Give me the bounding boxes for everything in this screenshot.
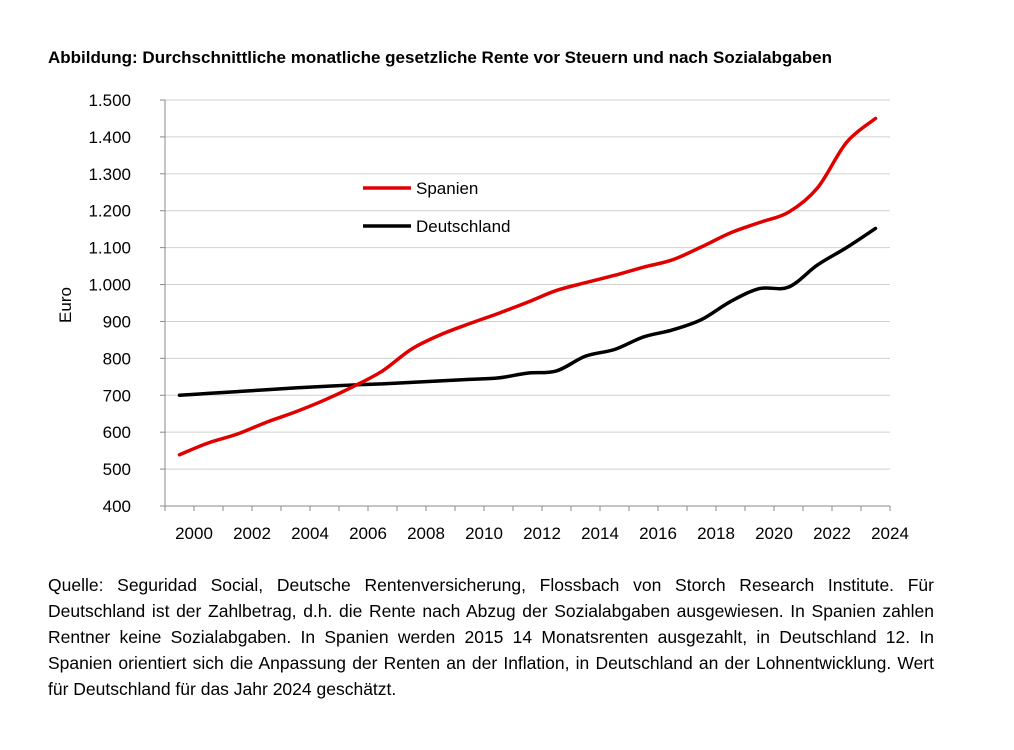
legend-label-spanien: Spanien (416, 179, 478, 198)
data-point-spanien (526, 300, 530, 304)
data-point-deutschland (526, 371, 530, 375)
x-tick-label: 2020 (755, 524, 793, 543)
x-tick-label: 2002 (233, 524, 271, 543)
data-point-deutschland (613, 348, 617, 352)
data-point-deutschland (410, 380, 414, 384)
data-point-spanien (352, 384, 356, 388)
data-point-deutschland (207, 391, 211, 395)
line-chart: 400 500 600 700 800 900 1.000 1.100 1.200 1.300 1.… (56, 91, 909, 543)
gridlines (165, 99, 890, 470)
data-point-spanien (816, 186, 820, 190)
data-point-spanien (613, 273, 617, 277)
y-tick-label: 1.100 (88, 239, 131, 258)
y-tick-label: 800 (103, 349, 131, 368)
data-point-spanien (178, 453, 182, 457)
data-point-deutschland (178, 393, 182, 397)
data-point-spanien (323, 398, 327, 402)
x-tick-label: 2004 (291, 524, 329, 543)
data-point-spanien (207, 441, 211, 445)
data-point-deutschland (439, 379, 443, 383)
data-point-spanien (555, 288, 559, 292)
data-point-deutschland (555, 369, 559, 373)
y-tick-label: 1.500 (88, 91, 131, 110)
data-point-deutschland (787, 285, 791, 289)
data-point-spanien (729, 231, 733, 235)
data-point-spanien (845, 140, 849, 144)
data-point-deutschland (671, 328, 675, 332)
y-tick-label: 900 (103, 312, 131, 331)
data-point-spanien (787, 210, 791, 214)
data-point-deutschland (642, 335, 646, 339)
data-point-deutschland (468, 377, 472, 381)
x-tick-label: 2010 (465, 524, 503, 543)
x-tick-label: 2014 (581, 524, 619, 543)
data-point-deutschland (236, 390, 240, 394)
data-point-deutschland (700, 318, 704, 322)
x-tick-label: 2016 (639, 524, 677, 543)
figure-title: Abbildung: Durchschnittliche monatliche … (48, 48, 833, 67)
data-point-deutschland (729, 300, 733, 304)
data-point-spanien (294, 410, 298, 414)
legend-label-deutschland: Deutschland (416, 217, 511, 236)
data-point-deutschland (265, 388, 269, 392)
data-point-deutschland (816, 263, 820, 267)
data-point-deutschland (323, 384, 327, 388)
y-tick-label: 700 (103, 386, 131, 405)
series (177, 116, 878, 457)
source-note: Quelle: Seguridad Social, Deutsche Rente… (48, 575, 934, 699)
y-tick-label: 1.000 (88, 276, 131, 295)
y-tick-label: 400 (103, 497, 131, 516)
x-tick-label: 2012 (523, 524, 561, 543)
data-point-spanien (642, 265, 646, 269)
data-point-spanien (497, 311, 501, 315)
data-point-spanien (381, 369, 385, 373)
x-tick-label: 2022 (813, 524, 851, 543)
data-point-deutschland (497, 376, 501, 380)
axes: 400 500 600 700 800 900 1.000 1.100 1.200 1.300 1.… (88, 91, 908, 543)
data-point-deutschland (584, 354, 588, 358)
legend: Spanien Deutschland (363, 179, 511, 236)
data-point-spanien (584, 281, 588, 285)
x-tick-label: 2018 (697, 524, 735, 543)
series-line-deutschland (177, 226, 878, 398)
data-point-spanien (874, 116, 878, 120)
data-point-spanien (236, 432, 240, 436)
y-axis-label: Euro (56, 287, 75, 323)
data-point-deutschland (381, 382, 385, 386)
y-tick-label: 500 (103, 460, 131, 479)
data-point-spanien (410, 347, 414, 351)
x-tick-label: 2008 (407, 524, 445, 543)
data-point-deutschland (758, 287, 762, 291)
x-tick-label: 2000 (175, 524, 213, 543)
data-point-spanien (439, 333, 443, 337)
data-point-deutschland (874, 226, 878, 230)
y-tick-label: 1.200 (88, 202, 131, 221)
series-line-spanien (177, 116, 878, 457)
data-point-spanien (700, 245, 704, 249)
data-point-deutschland (294, 386, 298, 390)
data-point-spanien (671, 258, 675, 262)
data-point-deutschland (845, 246, 849, 250)
y-tick-label: 1.400 (88, 128, 131, 147)
y-tick-label: 600 (103, 423, 131, 442)
data-point-spanien (758, 221, 762, 225)
x-tick-label: 2006 (349, 524, 387, 543)
x-tick-label: 2024 (871, 524, 909, 543)
data-point-spanien (265, 420, 269, 424)
data-point-spanien (468, 322, 472, 326)
y-tick-label: 1.300 (88, 165, 131, 184)
